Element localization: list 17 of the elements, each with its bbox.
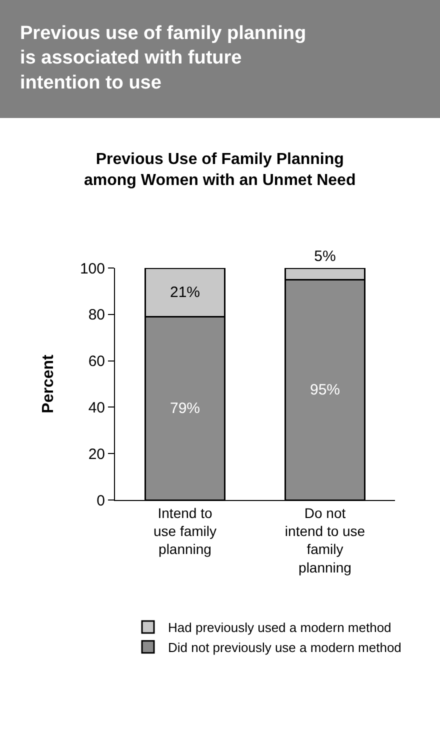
y-tick-label: 80: [88, 306, 105, 324]
data-label: 5%: [314, 248, 336, 265]
chart-subtitle: Previous Use of Family Planning among Women with an Unmet Need: [84, 151, 356, 189]
y-tick-label: 60: [88, 353, 105, 370]
x-tick-label: Do not intend to use family planning: [284, 504, 366, 576]
x-tick-label: Intend to use family planning: [153, 504, 217, 558]
chart-title: Previous use of family planning is associated with future intention to use: [20, 23, 306, 94]
data-label: 95%: [310, 381, 340, 398]
y-tick-label: 40: [88, 399, 105, 416]
y-tick-label: 20: [88, 446, 105, 463]
legend-label: Did not previously use a modern method: [168, 640, 402, 655]
data-label: 79%: [170, 400, 200, 417]
y-axis-title: Percent: [40, 354, 57, 414]
legend-label: Had previously used a modern method: [168, 620, 392, 636]
y-tick-label: 0: [96, 492, 105, 510]
data-label: 21%: [170, 284, 200, 301]
y-tick-label: 100: [80, 260, 105, 278]
